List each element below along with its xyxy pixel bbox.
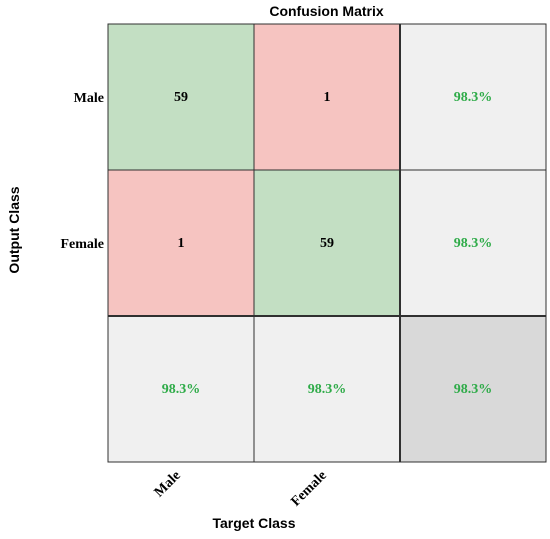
column-summary-value: 98.3% — [162, 382, 201, 397]
matrix-cell — [253, 169, 401, 317]
x-tick-label: Male — [152, 468, 184, 500]
overall-value: 98.3% — [454, 382, 493, 397]
row-summary-value: 98.3% — [454, 90, 493, 105]
y-tick-label: Male — [74, 91, 104, 106]
y-tick-label: Female — [60, 237, 104, 252]
overall-cell — [399, 315, 547, 463]
matrix-cell-count: 59 — [174, 90, 188, 105]
column-summary-cell — [107, 315, 255, 463]
column-summary-value: 98.3% — [308, 382, 347, 397]
matrix-cell — [107, 23, 255, 171]
row-summary-value: 98.3% — [454, 236, 493, 251]
x-tick-label: Female — [288, 468, 329, 509]
column-summary-cell — [253, 315, 401, 463]
matrix-cell — [107, 169, 255, 317]
matrix-cell-count: 59 — [320, 236, 334, 251]
matrix-cell-count: 1 — [178, 236, 185, 251]
x-axis-label: Target Class — [212, 515, 296, 531]
matrix-cell-count: 1 — [324, 90, 331, 105]
row-summary-cell — [399, 169, 547, 317]
row-summary-cell — [399, 23, 547, 171]
chart-title: Confusion Matrix — [269, 3, 384, 19]
